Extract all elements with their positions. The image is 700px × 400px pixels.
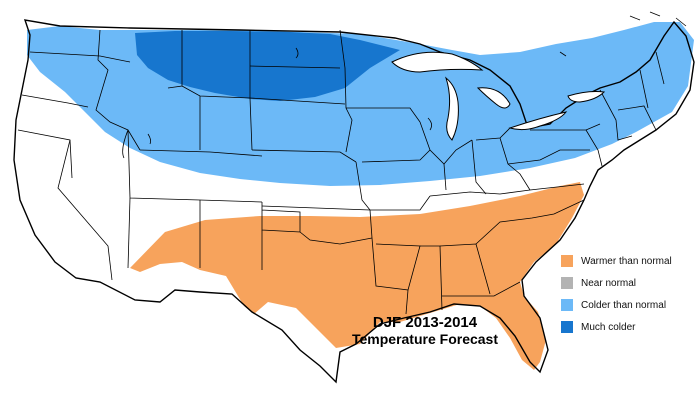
legend-label-warmer: Warmer than normal	[581, 255, 672, 267]
lake-details	[122, 11, 687, 159]
legend-swatch-near-normal	[561, 277, 573, 289]
legend-label-much-colder: Much colder	[581, 321, 636, 333]
legend-item-near-normal: Near normal	[561, 273, 691, 293]
legend-swatch-warmer	[561, 255, 573, 267]
legend-item-warmer: Warmer than normal	[561, 251, 691, 271]
state-boundaries	[17, 29, 665, 315]
legend-label-near-normal: Near normal	[581, 277, 637, 289]
great-lakes	[391, 51, 606, 141]
map-title-line1: DJF 2013-2014	[372, 314, 478, 331]
legend-item-much-colder: Much colder	[561, 317, 691, 337]
legend-item-colder: Colder than normal	[561, 295, 691, 315]
legend-label-colder: Colder than normal	[581, 299, 667, 311]
legend: Warmer than normal Near normal Colder th…	[561, 251, 691, 339]
map-title-line2: Temperature Forecast	[351, 331, 498, 347]
legend-swatch-colder	[561, 299, 573, 311]
legend-swatch-much-colder	[561, 321, 573, 333]
map-title: DJF 2013-2014 Temperature Forecast	[340, 314, 510, 348]
warmer-than-normal-region	[130, 182, 584, 370]
